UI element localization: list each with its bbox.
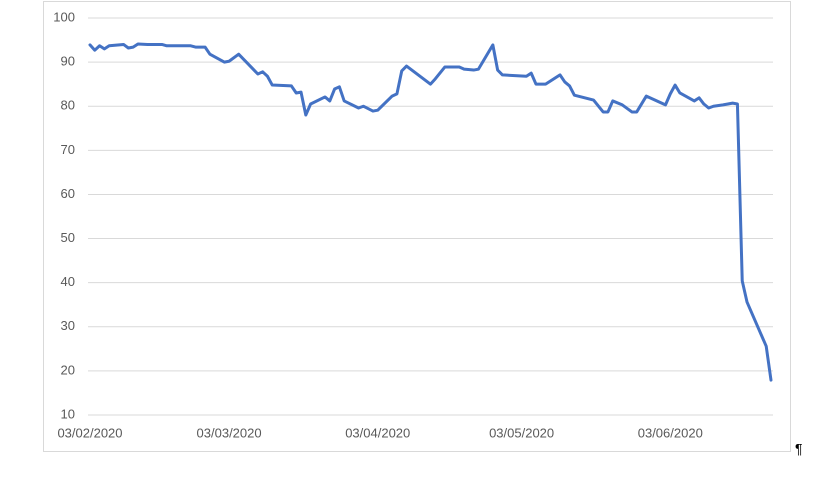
x-tick-label: 03/02/2020 [57, 425, 122, 440]
x-tick-label: 03/03/2020 [197, 425, 262, 440]
y-tick-label: 100 [53, 9, 75, 24]
chart-area [43, 1, 791, 452]
y-tick-label: 10 [61, 406, 75, 421]
y-tick-label: 20 [61, 362, 75, 377]
x-tick-label: 03/06/2020 [638, 425, 703, 440]
y-tick-label: 60 [61, 186, 75, 201]
x-tick-label: 03/04/2020 [345, 425, 410, 440]
y-tick-label: 50 [61, 230, 75, 245]
y-tick-label: 30 [61, 318, 75, 333]
y-tick-label: 40 [61, 274, 75, 289]
y-tick-label: 80 [61, 98, 75, 113]
paragraph-mark: ¶ [795, 441, 803, 457]
x-tick-label: 03/05/2020 [489, 425, 554, 440]
y-tick-label: 90 [61, 54, 75, 69]
data-line [88, 42, 773, 382]
y-tick-label: 70 [61, 142, 75, 157]
